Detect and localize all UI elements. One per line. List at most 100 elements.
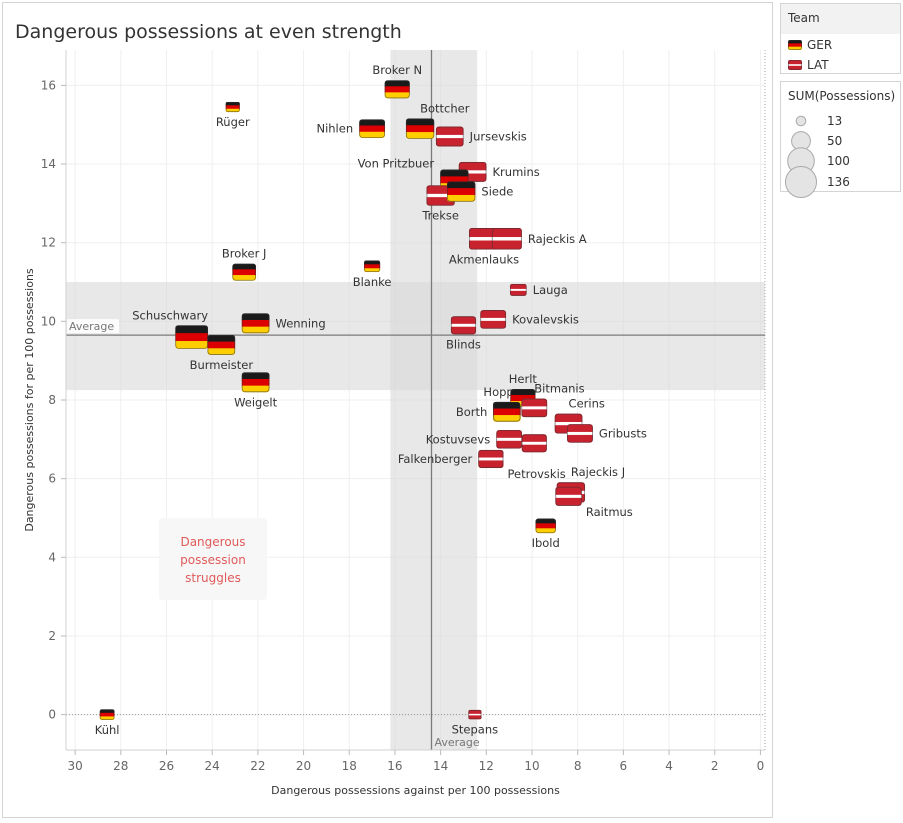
size-legend-item: 136: [784, 165, 897, 199]
data-point[interactable]: Krumins: [458, 161, 540, 182]
point-label: Rüger: [216, 115, 250, 129]
data-point[interactable]: Petrovskis: [478, 449, 566, 481]
point-label: Von Pritzbuer: [358, 157, 435, 171]
point-label: Wenning: [276, 316, 326, 330]
data-point[interactable]: Rajeckis A: [491, 227, 587, 250]
data-point[interactable]: Burmeister: [190, 334, 254, 372]
y-tick-label: 16: [41, 78, 56, 92]
data-point[interactable]: Kovalevskis: [480, 310, 579, 329]
point-label: Borth: [456, 405, 487, 419]
y-tick-label: 12: [41, 236, 56, 250]
point-label: Herlt: [509, 372, 538, 386]
y-tick-label: 8: [48, 393, 56, 407]
point-label: Bitmanis: [534, 382, 584, 396]
data-point[interactable]: Raitmus: [555, 486, 633, 519]
point-label: Nihlen: [316, 122, 353, 136]
point-label: Ibold: [532, 536, 560, 550]
x-axis-title: Dangerous possessions against per 100 po…: [271, 784, 560, 797]
lat-flag-icon: [788, 60, 802, 70]
x-tick-label: 20: [296, 759, 311, 773]
data-point[interactable]: Borth: [456, 402, 521, 422]
point-label: Kühl: [95, 723, 120, 737]
point-label: Broker N: [372, 63, 422, 77]
annotation-box: Dangerous possession struggles: [159, 518, 267, 600]
y-tick-label: 4: [48, 550, 56, 564]
data-point[interactable]: Akmenlauks: [449, 227, 519, 267]
x-tick-label: 10: [524, 759, 539, 773]
point-label: Krumins: [493, 165, 540, 179]
data-point[interactable]: Kühl: [95, 709, 120, 737]
point-label: Falkenberger: [398, 452, 473, 466]
data-point[interactable]: Bitmanis: [521, 382, 585, 418]
y-tick-label: 0: [48, 708, 56, 722]
data-point[interactable]: Gribusts: [567, 424, 647, 443]
y-tick-label: 14: [41, 157, 56, 171]
size-legend-label: 50: [827, 134, 843, 148]
data-point[interactable]: Schuschwary: [132, 308, 208, 349]
data-point[interactable]: Kostuvsevs: [426, 429, 523, 449]
point-label: Lauga: [533, 283, 568, 297]
chart-panel: Dangerous possessions at even strength: [2, 2, 773, 818]
data-point[interactable]: Stepans: [452, 709, 499, 737]
size-legend-title: SUM(Possessions): [788, 89, 896, 103]
data-point[interactable]: Jursevskis: [435, 126, 527, 147]
point-label: Rajeckis A: [528, 232, 587, 246]
team-legend: Team GER LAT: [780, 3, 901, 74]
data-point[interactable]: Rüger: [216, 101, 250, 129]
x-tick-label: 0: [757, 759, 765, 773]
point-label: Petrovskis: [508, 467, 566, 481]
ger-flag-icon: [788, 40, 802, 50]
point-label: Kovalevskis: [512, 312, 579, 326]
x-tick-label: 28: [113, 759, 128, 773]
size-legend-item: 13: [787, 111, 897, 131]
x-tick-label: 22: [250, 759, 265, 773]
point-label: Weigelt: [234, 395, 278, 409]
average-y-label: Average: [69, 320, 114, 333]
x-tick-label: 8: [574, 759, 582, 773]
average-band-y: [66, 282, 765, 391]
data-point[interactable]: Blanke: [353, 260, 392, 289]
point-label: Burmeister: [190, 358, 254, 372]
size-legend-label: 100: [827, 154, 850, 168]
x-tick-label: 6: [620, 759, 628, 773]
x-tick-label: 12: [479, 759, 494, 773]
team-legend-label: GER: [807, 38, 833, 52]
legend-title-band: [781, 4, 900, 34]
point-label: Stepans: [452, 722, 499, 736]
point-label: Rajeckis J: [571, 465, 625, 479]
data-point[interactable]: Siede: [446, 181, 513, 202]
chart-title: Dangerous possessions at even strength: [15, 21, 402, 43]
team-legend-title: Team: [788, 11, 820, 25]
point-label: Broker J: [222, 247, 267, 261]
data-point[interactable]: Broker N: [372, 63, 422, 99]
data-point[interactable]: Broker J: [222, 247, 267, 281]
point-label: Gribusts: [599, 426, 647, 440]
point-label: Bottcher: [420, 101, 470, 115]
x-tick-label: 30: [67, 759, 82, 773]
size-circle-icon: [784, 165, 818, 199]
annotation-line: struggles: [185, 571, 241, 585]
point-label: Blanke: [353, 275, 392, 289]
x-tick-label: 16: [387, 759, 402, 773]
point-label: Siede: [481, 185, 513, 199]
point-label: Cerins: [569, 397, 605, 411]
data-point[interactable]: Lauga: [509, 283, 568, 297]
y-tick-label: 10: [41, 314, 56, 328]
size-legend-label: 13: [827, 114, 843, 128]
data-point[interactable]: [521, 434, 547, 453]
data-point[interactable]: Nihlen: [316, 119, 386, 138]
size-legend-label: 136: [827, 175, 850, 189]
size-circle-icon: [795, 115, 807, 127]
data-point[interactable]: Wenning: [241, 313, 326, 334]
x-tick-label: 24: [205, 759, 220, 773]
data-point[interactable]: Weigelt: [234, 372, 278, 409]
y-tick-label: 2: [48, 629, 56, 643]
team-legend-label: LAT: [807, 58, 829, 72]
annotation-line: possession: [180, 553, 246, 567]
data-point[interactable]: Blinds: [446, 316, 481, 351]
x-tick-label: 18: [342, 759, 357, 773]
data-point[interactable]: Ibold: [532, 518, 560, 550]
data-point[interactable]: Bottcher: [405, 101, 470, 139]
point-label: Blinds: [446, 337, 481, 351]
